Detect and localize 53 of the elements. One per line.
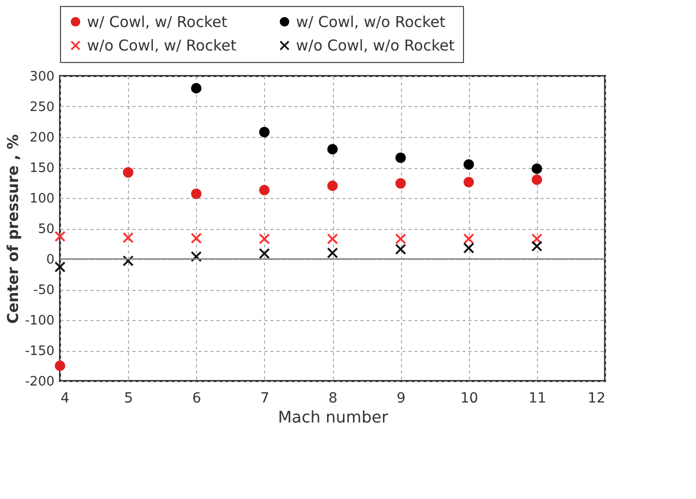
x-tick-label: 5 [124, 390, 134, 406]
point [464, 159, 474, 170]
y-tick-label: 200 [30, 130, 54, 146]
point [191, 188, 202, 199]
point [395, 152, 406, 163]
x-tick-label: 6 [192, 390, 202, 406]
y-tick-label: 300 [30, 70, 54, 84]
point [122, 167, 134, 178]
point [395, 178, 406, 189]
legend-label: w/o Cowl, w/o Rocket [296, 36, 455, 54]
y-tick-label: 0 [46, 252, 54, 268]
point [327, 180, 338, 192]
point [191, 233, 202, 244]
point [259, 126, 270, 138]
point [327, 248, 338, 258]
point [54, 262, 66, 272]
x-axis-title: Mach number [278, 408, 388, 426]
x-tick-label: 12 [588, 390, 606, 406]
point [122, 232, 134, 243]
y-tick-label: 50 [38, 222, 54, 237]
point [259, 248, 270, 259]
point [532, 163, 542, 174]
y-tick-label: 150 [30, 161, 54, 176]
y-tick-label: 250 [30, 100, 54, 115]
y-tick-label: -50 [33, 283, 54, 298]
y-tick-label: -100 [24, 314, 54, 328]
x-tick-label: 11 [528, 390, 546, 406]
x-tick-label: 7 [260, 390, 270, 406]
legend-label: w/ Cowl, w/o Rocket [296, 12, 446, 31]
x-tick-label: 8 [328, 390, 338, 406]
y-tick-label: 100 [30, 192, 54, 206]
point [464, 176, 474, 188]
point [464, 242, 474, 254]
point [54, 360, 66, 371]
x-tick-label: 4 [60, 390, 70, 406]
y-tick-label: -150 [24, 344, 54, 359]
legend-label: w/ Cowl, w/ Rocket [87, 12, 228, 31]
y-axis-title: Center of pressure , % [4, 134, 22, 324]
point [327, 144, 338, 154]
point [54, 231, 66, 242]
point [259, 184, 270, 196]
x-tick-label: 9 [396, 390, 406, 406]
point [327, 234, 338, 244]
legend-label: w/o Cowl, w/ Rocket [87, 36, 237, 54]
point [191, 82, 202, 94]
point [395, 234, 406, 244]
y-tick-label: -200 [24, 374, 54, 390]
point [532, 174, 542, 185]
x-tick-label: 10 [460, 390, 478, 406]
point [532, 240, 542, 252]
point [259, 234, 270, 244]
point [395, 244, 406, 254]
point [464, 234, 474, 244]
